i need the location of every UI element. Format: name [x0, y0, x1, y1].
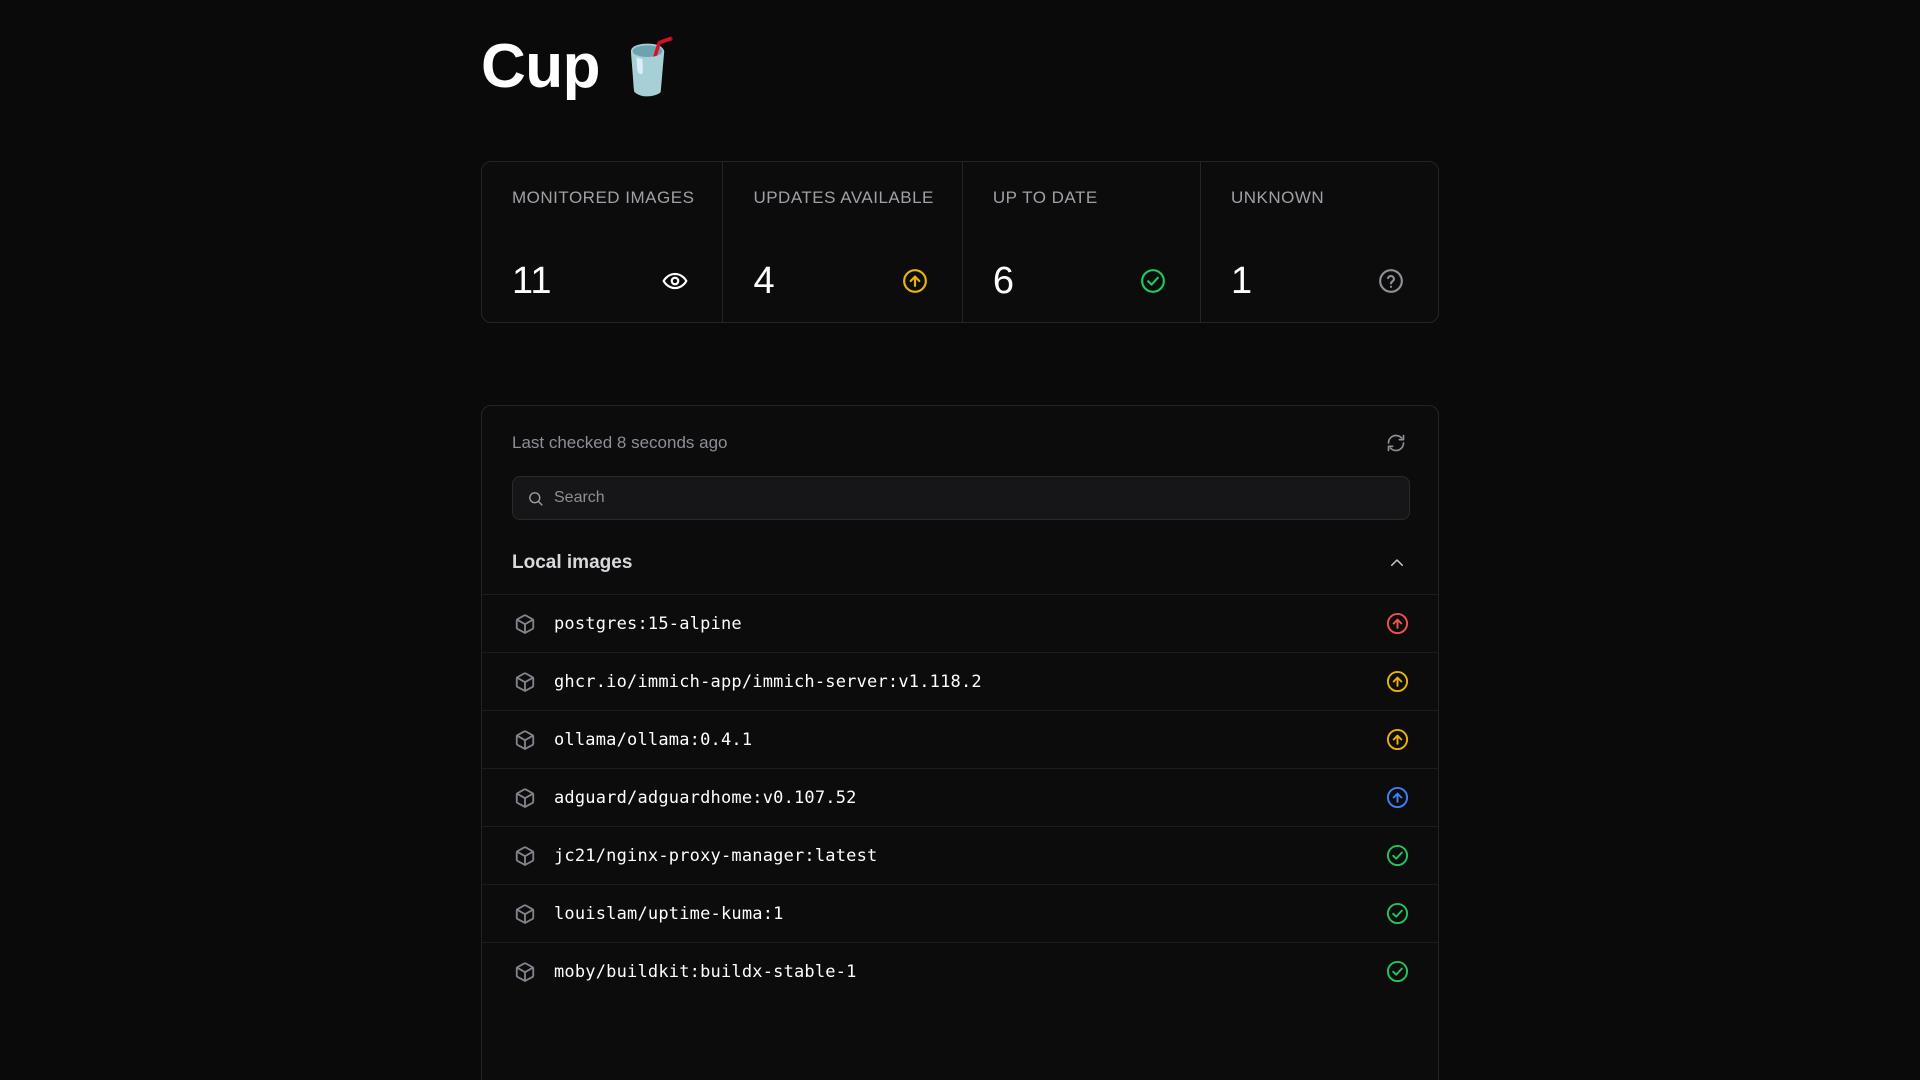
app-title: Cup 🥤	[481, 36, 681, 98]
image-row[interactable]: moby/buildkit:buildx-stable-1	[482, 942, 1438, 1000]
stat-value: 1	[1230, 260, 1253, 302]
box-icon	[512, 785, 538, 811]
search-icon	[527, 490, 544, 507]
box-icon	[512, 611, 538, 637]
status-badge[interactable]	[1384, 959, 1410, 985]
status-badge[interactable]	[1384, 727, 1410, 753]
stats-summary-card: MONITORED IMAGES 11 UPDATES AVAILABLE 4 UP T…	[481, 161, 1439, 323]
image-list: postgres:15-alpine ghcr.io/immich-app/imm…	[482, 594, 1438, 1000]
image-name: ghcr.io/immich-app/immich-server:v1.118.…	[554, 671, 982, 692]
image-name: adguard/adguardhome:v0.107.52	[554, 787, 857, 808]
image-row[interactable]: adguard/adguardhome:v0.107.52	[482, 768, 1438, 826]
status-badge[interactable]	[1384, 785, 1410, 811]
box-icon	[512, 843, 538, 869]
refresh-icon[interactable]	[1382, 429, 1410, 457]
images-panel: Last checked 8 seconds ago	[481, 405, 1439, 1080]
stat-label: MONITORED IMAGES	[512, 188, 695, 207]
stat-bottom-row: 1	[1231, 262, 1410, 300]
stat-label: UNKNOWN	[1230, 188, 1325, 207]
status-badge[interactable]	[1384, 611, 1410, 637]
arrow-up-circle-icon	[902, 268, 928, 294]
stat-label: UPDATES AVAILABLE	[753, 188, 934, 207]
question-circle-icon	[1378, 268, 1404, 294]
box-icon	[512, 959, 538, 985]
eye-icon	[662, 268, 688, 294]
status-badge[interactable]	[1384, 843, 1410, 869]
stat-card: UPDATES AVAILABLE 4	[723, 162, 963, 322]
stat-value: 6	[992, 260, 1015, 302]
status-badge[interactable]	[1384, 669, 1410, 695]
check-circle-icon	[1140, 268, 1166, 294]
image-name: moby/buildkit:buildx-stable-1	[554, 961, 857, 982]
page-title: Cup	[481, 32, 601, 101]
stat-value: 4	[753, 260, 775, 302]
image-row[interactable]: louislam/uptime-kuma:1	[482, 884, 1438, 942]
search-box[interactable]	[512, 476, 1410, 520]
image-name: postgres:15-alpine	[554, 613, 742, 634]
cup-with-straw-icon: 🥤	[614, 37, 682, 97]
last-checked-row: Last checked 8 seconds ago	[512, 430, 1410, 456]
search-input[interactable]	[554, 489, 1395, 507]
last-checked-label: Last checked 8 seconds ago	[512, 433, 728, 452]
stat-card: UP TO DATE 6	[963, 162, 1201, 322]
stat-value: 11	[512, 260, 552, 302]
box-icon	[512, 727, 538, 753]
stat-label: UP TO DATE	[992, 188, 1098, 207]
box-icon	[512, 669, 538, 695]
image-row[interactable]: postgres:15-alpine	[482, 594, 1438, 652]
image-name: louislam/uptime-kuma:1	[554, 903, 784, 924]
panel-header: Last checked 8 seconds ago	[482, 406, 1438, 520]
image-row[interactable]: ollama/ollama:0.4.1	[482, 710, 1438, 768]
stat-bottom-row: 11	[512, 262, 694, 300]
stat-bottom-row: 4	[753, 262, 933, 300]
image-name: ollama/ollama:0.4.1	[554, 729, 753, 750]
stat-bottom-row: 6	[993, 262, 1172, 300]
image-row[interactable]: ghcr.io/immich-app/immich-server:v1.118.…	[482, 652, 1438, 710]
image-name: jc21/nginx-proxy-manager:latest	[554, 845, 878, 866]
chevron-up-icon[interactable]	[1384, 550, 1410, 576]
box-icon	[512, 901, 538, 927]
group-header-local-images[interactable]: Local images	[482, 546, 1438, 580]
image-row[interactable]: jc21/nginx-proxy-manager:latest	[482, 826, 1438, 884]
group-title: Local images	[512, 552, 633, 573]
stat-card: UNKNOWN 1	[1201, 162, 1438, 322]
stat-card: MONITORED IMAGES 11	[482, 162, 724, 322]
status-badge[interactable]	[1384, 901, 1410, 927]
